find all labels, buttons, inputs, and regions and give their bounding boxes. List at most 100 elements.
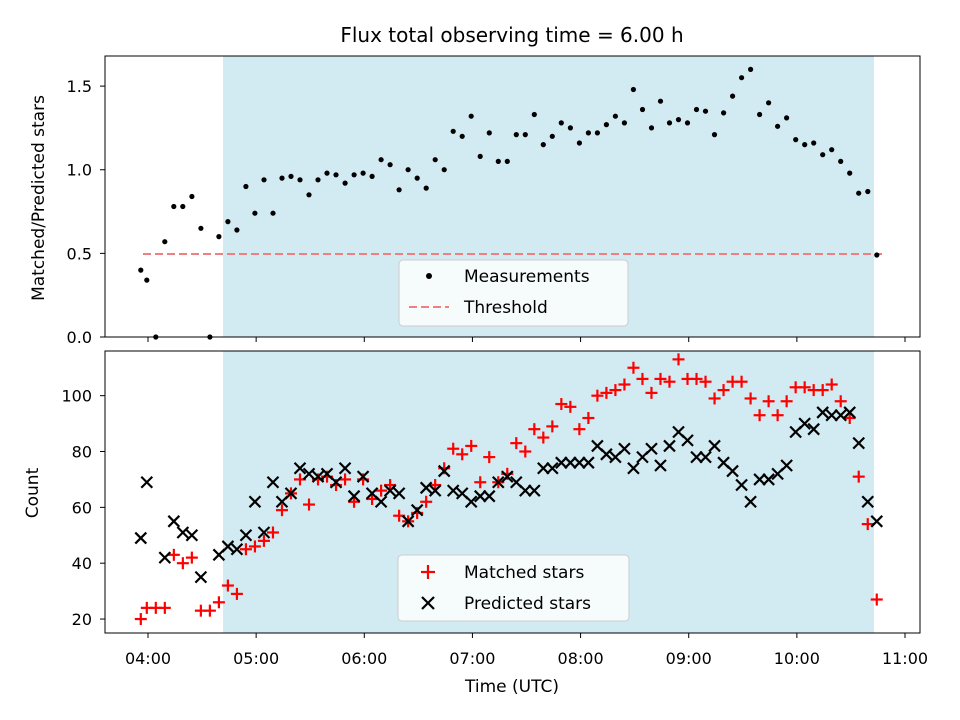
top-legend-box <box>398 259 629 327</box>
predicted-star-point <box>230 542 244 556</box>
top-y-tick-label: 0.5 <box>67 244 92 263</box>
measurement-point <box>414 175 420 181</box>
matched-star-point <box>134 613 147 626</box>
predicted-star-point <box>266 475 280 489</box>
predicted-star-point <box>762 473 775 486</box>
matched-star-point <box>573 423 586 436</box>
predicted-star-point <box>221 540 235 553</box>
measurement-point <box>297 177 303 183</box>
top-y-tick-label: 1.0 <box>67 161 92 180</box>
measurement-point <box>576 140 583 146</box>
matched-star-point <box>230 587 243 600</box>
measurement-point <box>522 132 528 138</box>
measurement-point <box>657 98 664 104</box>
matched-star-point <box>609 384 622 397</box>
measurement-point <box>675 117 682 123</box>
matched-star-point <box>591 389 604 402</box>
matched-star-point <box>303 498 316 511</box>
predicted-star-point <box>600 448 613 461</box>
measurement-point <box>612 113 619 119</box>
bottom-legend-box <box>397 554 630 622</box>
matched-star-point <box>537 431 550 444</box>
predicted-star-point <box>500 470 514 483</box>
x-tick-label: 04:00 <box>125 649 171 668</box>
measurement-point <box>531 111 537 118</box>
predicted-star-point <box>708 439 721 453</box>
predicted-star-point <box>573 456 586 469</box>
measurement-point <box>252 210 258 216</box>
predicted-star-point <box>401 515 415 528</box>
legend-label-matched: Matched stars <box>464 563 584 583</box>
measurement-point <box>648 125 655 131</box>
measurement-point <box>162 239 168 245</box>
matched-star-point <box>870 593 883 606</box>
measurement-point <box>396 187 402 193</box>
matched-star-point <box>339 473 352 486</box>
measurement-point <box>270 210 276 216</box>
predicted-star-point <box>825 408 838 422</box>
matched-star-point <box>843 412 856 425</box>
measurement-point <box>711 132 718 138</box>
predicted-star-point <box>690 450 703 464</box>
matched-star-point <box>735 375 748 388</box>
predicted-star-point <box>329 475 343 489</box>
measurement-point <box>234 227 240 233</box>
predicted-star-point <box>158 551 172 564</box>
measurement-point <box>603 122 610 128</box>
predicted-star-point <box>852 436 866 450</box>
measurement-point <box>324 170 330 176</box>
measurement-point <box>585 130 592 136</box>
predicted-star-point <box>302 467 316 481</box>
matched-star-point <box>798 381 811 394</box>
predicted-star-point <box>834 408 847 422</box>
predicted-star-point <box>383 484 397 497</box>
measurement-point <box>721 110 727 116</box>
predicted-star-point <box>870 515 884 528</box>
matched-star-point <box>699 375 712 388</box>
predicted-star-point <box>140 475 154 489</box>
measurement-point <box>540 142 546 148</box>
predicted-star-point <box>446 484 460 497</box>
predicted-star-point <box>816 406 829 419</box>
matched-star-point <box>645 386 658 399</box>
matched-star-point <box>654 372 667 385</box>
matched-star-point <box>429 479 442 492</box>
measurement-point <box>306 192 312 198</box>
measurement-point <box>748 66 754 72</box>
matched-star-point <box>618 378 631 391</box>
bottom-y-axis: 20 40 60 80 100 <box>61 387 105 629</box>
measurement-point <box>766 100 772 106</box>
predicted-star-point <box>482 489 496 503</box>
predicted-star-point <box>248 495 262 509</box>
matched-star-point <box>176 557 189 570</box>
predicted-star-point <box>798 417 811 430</box>
measurement-point <box>369 173 375 179</box>
measurement-point <box>639 106 646 113</box>
predicted-star-point <box>194 570 208 584</box>
matched-star-point <box>158 601 171 614</box>
legend-marker-measurements <box>426 273 432 279</box>
measurement-point <box>261 177 267 183</box>
measurement-point <box>351 172 357 178</box>
matched-star-point <box>483 451 496 464</box>
bottom-y-tick-label: 100 <box>61 387 92 406</box>
matched-star-point <box>221 579 234 592</box>
matched-star-point <box>375 484 388 497</box>
measurement-point <box>702 108 709 114</box>
matched-star-point <box>266 526 279 539</box>
measurement-point <box>666 120 673 126</box>
top-legend: Measurements Threshold <box>398 259 629 327</box>
measurement-point <box>567 125 574 131</box>
predicted-star-point <box>176 526 190 539</box>
legend-marker-predicted <box>421 596 435 610</box>
x-tick-label: 06:00 <box>341 649 387 668</box>
measurement-point <box>730 93 736 99</box>
legend-label-predicted: Predicted stars <box>464 594 591 614</box>
matched-star-point <box>690 372 703 385</box>
predicted-star-point <box>311 470 325 483</box>
predicted-star-point <box>780 459 793 472</box>
measurement-point <box>865 188 871 195</box>
matched-star-point <box>212 596 225 609</box>
matched-star-point <box>167 548 180 561</box>
